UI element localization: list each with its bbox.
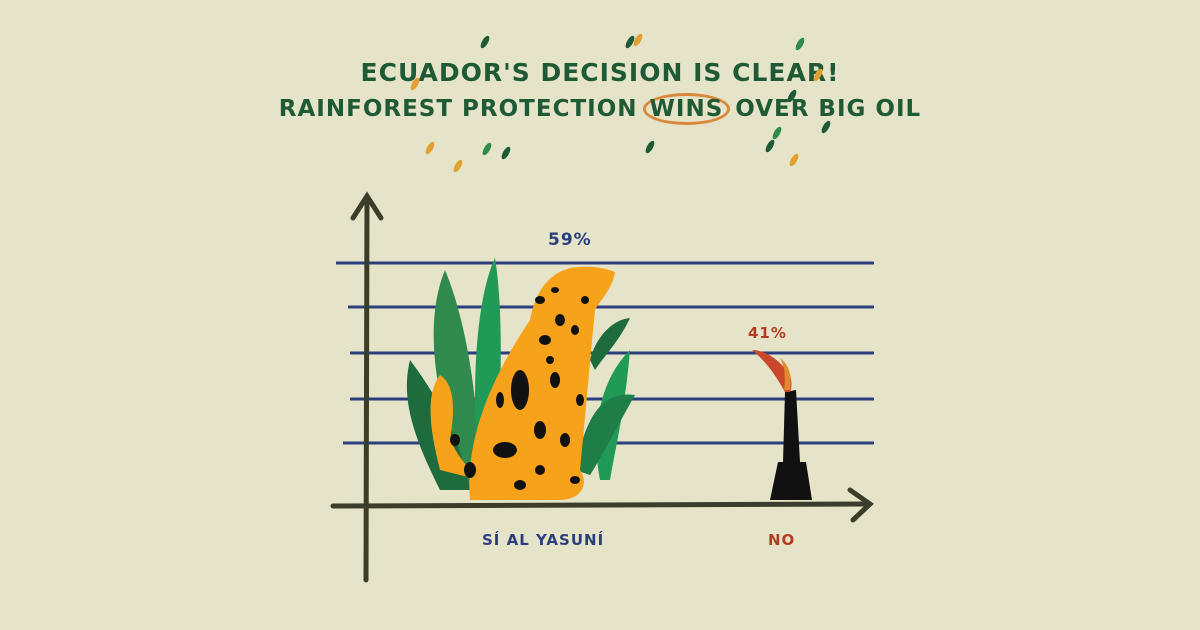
jaguar-spot <box>551 287 559 293</box>
x-axis <box>330 501 871 509</box>
jaguar-spot <box>535 296 545 304</box>
jaguar-spot <box>535 465 545 475</box>
jaguar-spot <box>560 433 570 447</box>
confetti-leaf <box>482 142 492 156</box>
confetti-leaf <box>480 35 490 49</box>
confetti-leaves <box>410 33 831 173</box>
jaguar-spot <box>496 392 504 408</box>
axes <box>330 191 874 583</box>
jaguar-spot <box>570 476 580 484</box>
jaguar-spot <box>555 314 565 326</box>
confetti-leaf <box>821 120 831 134</box>
jaguar-spot <box>511 370 529 410</box>
title-line-1: ECUADOR'S DECISION IS CLEAR! <box>360 58 840 87</box>
jaguar-spot <box>581 296 589 304</box>
smokestack-illustration <box>752 350 812 500</box>
confetti-leaf <box>501 146 511 160</box>
jaguar-spot <box>576 394 584 406</box>
confetti-leaf <box>645 140 655 154</box>
confetti-leaf <box>410 77 420 91</box>
jaguar-illustration <box>430 266 615 500</box>
confetti-leaf <box>453 159 463 173</box>
data-label-no: 41% <box>748 324 787 342</box>
title-text: RAINFOREST PROTECTION <box>278 96 647 122</box>
confetti-leaf <box>795 37 805 51</box>
confetti-leaf <box>772 126 782 140</box>
jaguar-spot <box>450 434 460 446</box>
confetti-leaf <box>633 33 643 47</box>
jaguar-spots <box>450 287 589 490</box>
jaguar-spot <box>464 462 476 478</box>
jaguar-spot <box>539 335 551 345</box>
jaguar-spot <box>534 421 546 439</box>
category-label-no: NO <box>768 531 796 549</box>
x-axis-arrow <box>847 487 874 523</box>
confetti-leaf <box>625 35 635 49</box>
confetti-leaf <box>765 139 775 153</box>
title-text: OVER BIG OIL <box>726 96 922 122</box>
data-label-yes: 59% <box>548 230 592 250</box>
jaguar-spot <box>546 356 554 364</box>
y-axis <box>363 195 370 583</box>
title-line-2: RAINFOREST PROTECTION WINS OVER BIG OIL <box>0 93 1200 125</box>
category-label-yes: SÍ AL YASUNÍ <box>482 531 605 549</box>
jaguar-spot <box>514 480 526 490</box>
confetti-leaf <box>425 141 435 155</box>
confetti-leaf <box>789 153 799 167</box>
jaguar-spot <box>493 442 517 458</box>
highlight-circle-wins: WINS <box>642 93 731 125</box>
confetti-leaf <box>787 89 797 103</box>
jaguar-spot <box>571 325 579 335</box>
jaguar-spot <box>550 372 560 388</box>
y-axis-arrow <box>350 191 384 221</box>
confetti-leaf <box>813 68 823 82</box>
